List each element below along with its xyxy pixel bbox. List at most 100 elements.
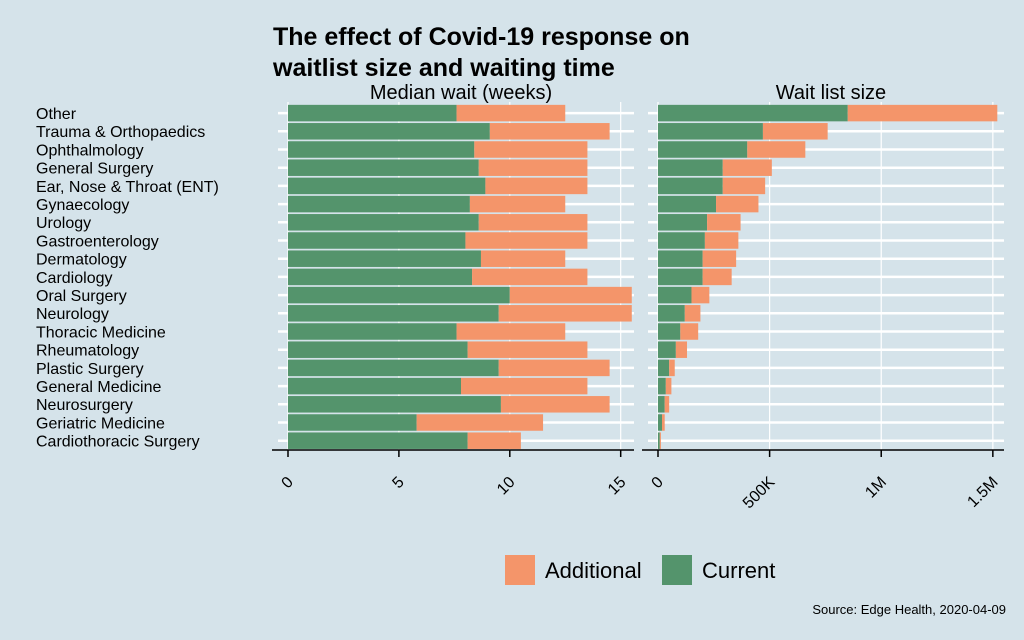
bar-current [658, 396, 665, 413]
source-note: Source: Edge Health, 2020-04-09 [812, 602, 1006, 617]
bar-current [658, 214, 708, 231]
x-tick-label: 0 [649, 474, 667, 492]
bar-additional [469, 195, 566, 213]
bar-additional [472, 268, 588, 286]
category-label: Geriatric Medicine [36, 415, 165, 432]
category-label: Plastic Surgery [36, 361, 144, 378]
category-label: Dermatology [36, 252, 127, 269]
bar-current [288, 232, 466, 249]
bar-current [658, 159, 723, 176]
category-label: Oral Surgery [36, 288, 127, 305]
bar-current [658, 359, 670, 377]
category-label: Other [36, 106, 77, 123]
bar-current [288, 159, 479, 176]
bar-additional [675, 341, 688, 358]
bar-current [658, 286, 692, 304]
bar-additional [702, 268, 732, 286]
bar-current [288, 377, 461, 395]
category-label: Cardiology [36, 270, 112, 287]
category-label: General Medicine [36, 379, 162, 396]
bar-additional [498, 359, 610, 377]
x-tick-label: 15 [605, 474, 630, 499]
bar-current [658, 305, 685, 322]
category-label: Cardiothoracic Surgery [36, 434, 200, 451]
x-tick-label: 10 [494, 474, 519, 499]
bar-additional [485, 177, 588, 195]
x-tick-label: 5 [389, 474, 407, 492]
bar-additional [467, 341, 588, 358]
bar-current [658, 250, 703, 267]
bar-additional [489, 123, 610, 140]
bar-additional [416, 414, 544, 431]
bar-current [658, 104, 848, 122]
category-label: Ophthalmology [36, 142, 144, 159]
bar-additional [500, 396, 610, 413]
bar-additional [669, 359, 675, 377]
bar-current [288, 250, 481, 267]
category-label: Neurosurgery [36, 397, 133, 414]
chart-title-line-2: waitlist size and waiting time [272, 54, 615, 82]
category-label: Rheumatology [36, 343, 139, 360]
bar-additional [456, 323, 566, 340]
category-label: General Surgery [36, 161, 153, 178]
category-label: Gastroenterology [36, 233, 159, 250]
legend-label: Additional [545, 558, 642, 583]
bar-current [288, 323, 457, 340]
category-label: Ear, Nose & Throat (ENT) [36, 179, 219, 196]
bar-current [288, 177, 486, 195]
category-label: Gynaecology [36, 197, 129, 214]
bar-additional [474, 141, 588, 158]
bar-current [288, 195, 470, 213]
legend-swatch [505, 555, 535, 585]
bar-additional [680, 323, 699, 340]
category-label: Trauma & Orthopaedics [36, 124, 205, 141]
bar-current [288, 141, 475, 158]
bar-additional [722, 159, 772, 176]
bar-additional [704, 232, 739, 249]
legend-swatch [662, 555, 692, 585]
bar-current [288, 214, 479, 231]
bar-additional [762, 123, 828, 140]
x-tick-label: 1M [862, 474, 890, 502]
bar-current [288, 104, 457, 122]
bar-additional [691, 286, 710, 304]
bar-current [658, 195, 717, 213]
bar-additional [467, 432, 521, 449]
bar-additional [465, 232, 588, 249]
facet-label: Median wait (weeks) [370, 82, 552, 104]
bar-additional [716, 195, 759, 213]
bar-current [288, 396, 501, 413]
bar-additional [478, 214, 588, 231]
bar-additional [461, 377, 588, 395]
bar-current [658, 141, 748, 158]
x-tick-label: 1.5M [964, 474, 1001, 511]
bar-current [658, 232, 705, 249]
bar-additional [456, 104, 566, 122]
category-label: Neurology [36, 306, 109, 323]
bar-additional [498, 305, 632, 322]
bar-additional [665, 377, 672, 395]
bar-current [288, 432, 468, 449]
category-label: Urology [36, 215, 91, 232]
bar-additional [702, 250, 737, 267]
bar-current [658, 123, 763, 140]
bar-additional [684, 305, 701, 322]
bar-current [288, 286, 510, 304]
x-tick-label: 0 [279, 474, 297, 492]
bar-current [658, 268, 703, 286]
bar-current [288, 414, 417, 431]
bar-current [288, 305, 499, 322]
x-tick-label: 500K [740, 474, 779, 513]
legend-label: Current [702, 558, 775, 583]
bar-additional [722, 177, 766, 195]
bar-current [288, 268, 473, 286]
bar-additional [509, 286, 632, 304]
bar-additional [480, 250, 566, 267]
bar-additional [659, 432, 661, 449]
bar-current [288, 359, 499, 377]
bar-additional [664, 396, 670, 413]
bar-additional [747, 141, 806, 158]
